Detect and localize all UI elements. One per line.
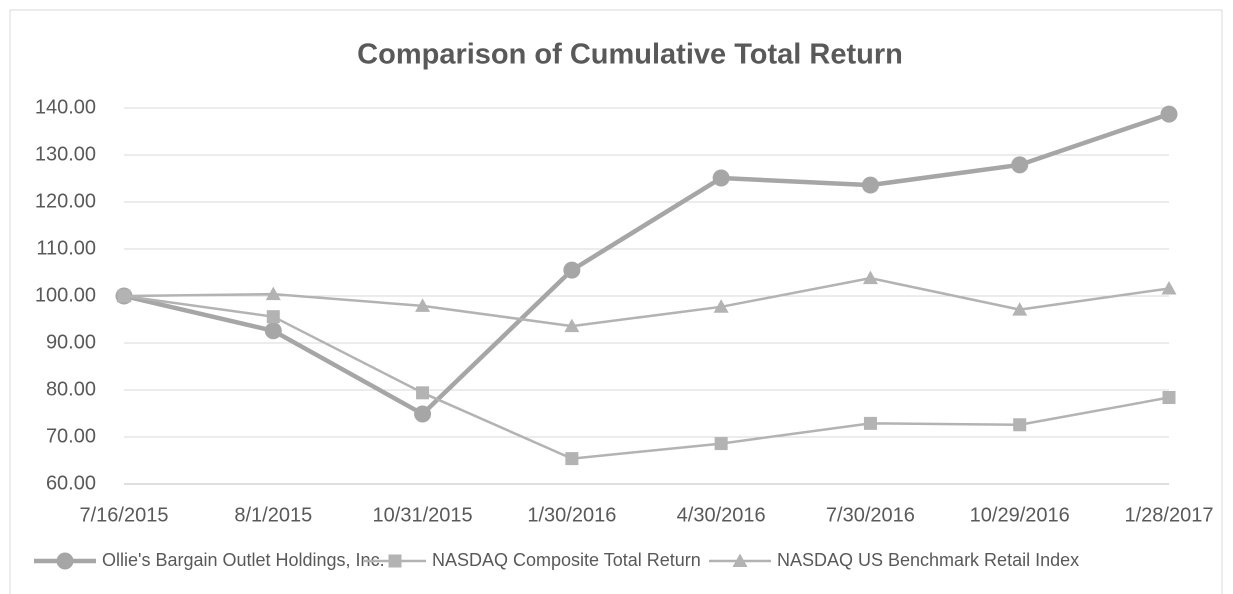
- legend-marker: [732, 553, 748, 567]
- data-point: [565, 452, 579, 466]
- data-point: [266, 310, 280, 324]
- y-tick-label: 130.00: [35, 143, 96, 165]
- data-point: [414, 405, 432, 423]
- x-tick-label: 10/29/2016: [970, 504, 1070, 526]
- x-tick-label: 1/28/2017: [1125, 504, 1214, 526]
- chart-title: Comparison of Cumulative Total Return: [357, 39, 903, 71]
- x-tick-label: 4/30/2016: [677, 504, 766, 526]
- legend-marker: [388, 554, 402, 568]
- y-tick-label: 90.00: [46, 331, 96, 353]
- data-point: [1161, 280, 1177, 295]
- legend-label: NASDAQ Composite Total Return: [432, 550, 701, 570]
- y-tick-label: 140.00: [35, 96, 96, 118]
- data-point: [714, 437, 728, 451]
- series-line: [123, 276, 1170, 328]
- y-tick-label: 100.00: [35, 284, 96, 306]
- data-point: [416, 386, 430, 400]
- x-tick-label: 7/30/2016: [826, 504, 915, 526]
- data-point: [265, 286, 281, 301]
- x-tick-label: 8/1/2015: [234, 504, 312, 526]
- data-point: [1160, 105, 1178, 123]
- x-tick-label: 1/30/2016: [527, 504, 616, 526]
- chart-border: [9, 9, 1223, 594]
- x-tick-label: 7/16/2015: [80, 504, 169, 526]
- data-point: [415, 298, 431, 312]
- data-point: [563, 261, 581, 279]
- data-point: [564, 318, 580, 333]
- y-tick-label: 110.00: [36, 237, 96, 259]
- series-line: [123, 111, 1170, 417]
- legend-label: NASDAQ US Benchmark Retail Index: [777, 550, 1079, 570]
- y-tick-label: 80.00: [46, 378, 96, 400]
- data-point: [713, 299, 729, 313]
- x-tick-label: 10/31/2015: [373, 504, 473, 526]
- data-point: [116, 288, 132, 302]
- data-point: [863, 416, 877, 430]
- data-point: [862, 270, 878, 285]
- data-point: [264, 322, 282, 340]
- series-line: [123, 294, 1170, 460]
- data-point: [1012, 302, 1028, 316]
- data-point: [1162, 391, 1176, 405]
- data-point: [712, 169, 730, 187]
- y-tick-label: 120.00: [35, 190, 96, 212]
- legend-marker: [56, 552, 74, 570]
- legend-label: Ollie's Bargain Outlet Holdings, Inc.: [102, 550, 385, 570]
- data-point: [1011, 156, 1029, 174]
- y-tick-label: 60.00: [46, 472, 96, 494]
- data-point: [861, 176, 879, 194]
- y-tick-label: 70.00: [46, 425, 96, 447]
- data-point: [1013, 418, 1027, 432]
